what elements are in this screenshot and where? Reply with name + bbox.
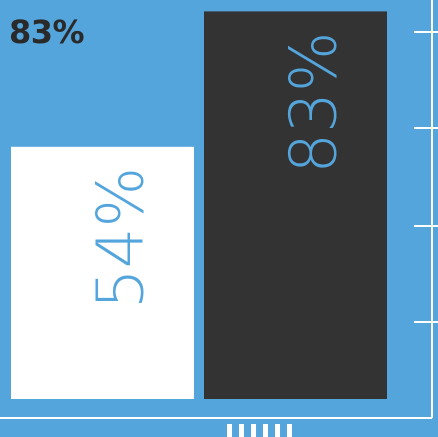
bar-1 [204, 11, 387, 399]
bar-value-label-0: 54% [85, 167, 159, 309]
x-axis-minor-tick-0 [227, 424, 232, 437]
bar-value-label-1: 83% [278, 31, 352, 173]
bar-0 [11, 146, 194, 399]
x-axis-minor-tick-2 [251, 424, 256, 437]
x-axis-minor-tick-4 [275, 424, 280, 437]
headline-value: 83% [9, 13, 85, 51]
x-axis-minor-tick-5 [287, 424, 292, 437]
x-axis-minor-tick-3 [263, 424, 268, 437]
x-axis-minor-tick-1 [239, 424, 244, 437]
